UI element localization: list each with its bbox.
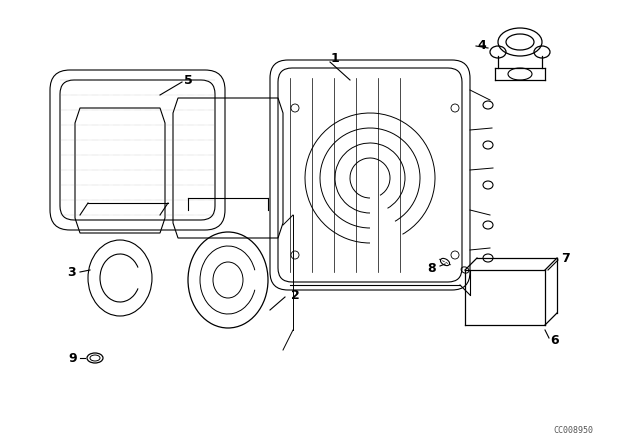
Text: 8: 8 <box>428 262 436 275</box>
Text: 9: 9 <box>68 352 77 365</box>
Text: 4: 4 <box>477 39 486 52</box>
Text: CC008950: CC008950 <box>553 426 593 435</box>
Text: 2: 2 <box>291 289 300 302</box>
Text: 6: 6 <box>550 333 559 346</box>
Text: 3: 3 <box>68 266 76 279</box>
Text: 7: 7 <box>561 251 570 264</box>
Text: 1: 1 <box>331 52 339 65</box>
Text: 5: 5 <box>184 73 193 86</box>
